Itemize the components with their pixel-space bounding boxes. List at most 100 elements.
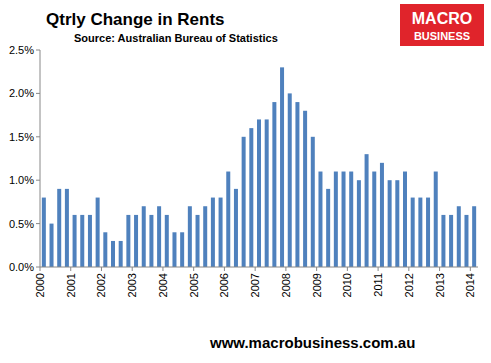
x-tick-label: 2002 — [95, 273, 107, 297]
bar — [88, 215, 92, 267]
bar — [226, 172, 230, 267]
bar — [119, 241, 123, 267]
bar — [326, 189, 330, 267]
bar — [180, 232, 184, 267]
bar — [50, 224, 54, 267]
x-tick — [224, 267, 225, 271]
bar — [96, 198, 100, 267]
bar — [434, 172, 438, 267]
bar — [111, 241, 115, 267]
y-tick — [36, 136, 40, 137]
bar — [80, 215, 84, 267]
x-tick-label: 2003 — [126, 273, 138, 297]
bar — [249, 128, 253, 267]
y-tick — [36, 267, 40, 268]
bar — [403, 172, 407, 267]
x-tick-label: 2005 — [188, 273, 200, 297]
x-tick — [193, 267, 194, 271]
bar — [365, 154, 369, 267]
bar — [472, 206, 476, 267]
bar — [165, 215, 169, 267]
bar — [103, 232, 107, 267]
bar — [134, 215, 138, 267]
x-tick-label: 2011 — [372, 273, 384, 297]
x-tick-label: 2004 — [157, 273, 169, 297]
bar — [388, 180, 392, 267]
bar — [311, 137, 315, 267]
x-tick — [316, 267, 317, 271]
bar — [42, 198, 46, 267]
bar — [288, 93, 292, 267]
x-tick-label: 2010 — [341, 273, 353, 297]
logo-box — [400, 4, 484, 46]
x-tick — [162, 267, 163, 271]
y-tick-label: 1.5% — [9, 131, 34, 143]
y-tick-label: 0.0% — [9, 261, 34, 273]
x-tick — [40, 267, 41, 271]
y-tick-label: 2.5% — [9, 44, 34, 56]
x-tick-label: 2006 — [218, 273, 230, 297]
bar — [172, 232, 176, 267]
x-tick-label: 2000 — [34, 273, 46, 297]
bar — [149, 215, 153, 267]
y-tick — [36, 223, 40, 224]
bar — [219, 198, 223, 267]
bar — [188, 206, 192, 267]
x-tick-label: 2007 — [249, 273, 261, 297]
x-tick — [101, 267, 102, 271]
x-tick — [132, 267, 133, 271]
bar — [265, 119, 269, 267]
x-tick-label: 2014 — [464, 273, 476, 297]
bar — [196, 215, 200, 267]
bar — [211, 198, 215, 267]
x-tick-label: 2009 — [311, 273, 323, 297]
bars — [42, 67, 476, 267]
x-tick — [285, 267, 286, 271]
bar — [303, 111, 307, 267]
bar — [234, 189, 238, 267]
bar — [272, 102, 276, 267]
bar — [418, 198, 422, 267]
bar — [342, 172, 346, 267]
bar — [203, 206, 207, 267]
logo-text: MACRO — [412, 10, 472, 27]
bar — [441, 215, 445, 267]
bar — [372, 172, 376, 267]
x-tick — [347, 267, 348, 271]
bar — [57, 189, 61, 267]
bar — [65, 189, 69, 267]
bar — [464, 215, 468, 267]
bar — [449, 215, 453, 267]
bar — [157, 206, 161, 267]
x-tick — [470, 267, 471, 271]
bar — [334, 172, 338, 267]
bar — [357, 180, 361, 267]
bar — [73, 215, 77, 267]
y-tick-label: 2.0% — [9, 87, 34, 99]
x-tick-label: 2012 — [403, 273, 415, 297]
y-tick-label: 0.5% — [9, 218, 34, 230]
bar — [126, 215, 130, 267]
x-tick-label: 2013 — [434, 273, 446, 297]
x-tick-label: 2008 — [280, 273, 292, 297]
y-tick — [36, 93, 40, 94]
y-axis — [40, 50, 41, 267]
bar — [280, 67, 284, 267]
logo-text: BUSINESS — [414, 30, 470, 42]
chart: Qtrly Change in Rents Source: Australian … — [0, 0, 491, 363]
footer: www.macrobusiness.com.au — [209, 334, 415, 351]
x-tick — [70, 267, 71, 271]
y-tick — [36, 180, 40, 181]
bar — [426, 198, 430, 267]
bar — [395, 180, 399, 267]
y-tick — [36, 50, 40, 51]
bar — [318, 172, 322, 267]
title: Qtrly Change in Rents — [46, 10, 225, 29]
x-axis — [40, 267, 478, 268]
bar — [142, 206, 146, 267]
bar — [380, 163, 384, 267]
subtitle: Source: Australian Bureau of Statistics — [74, 32, 278, 44]
bar — [349, 172, 353, 267]
bar — [242, 137, 246, 267]
x-tick-label: 2001 — [65, 273, 77, 297]
